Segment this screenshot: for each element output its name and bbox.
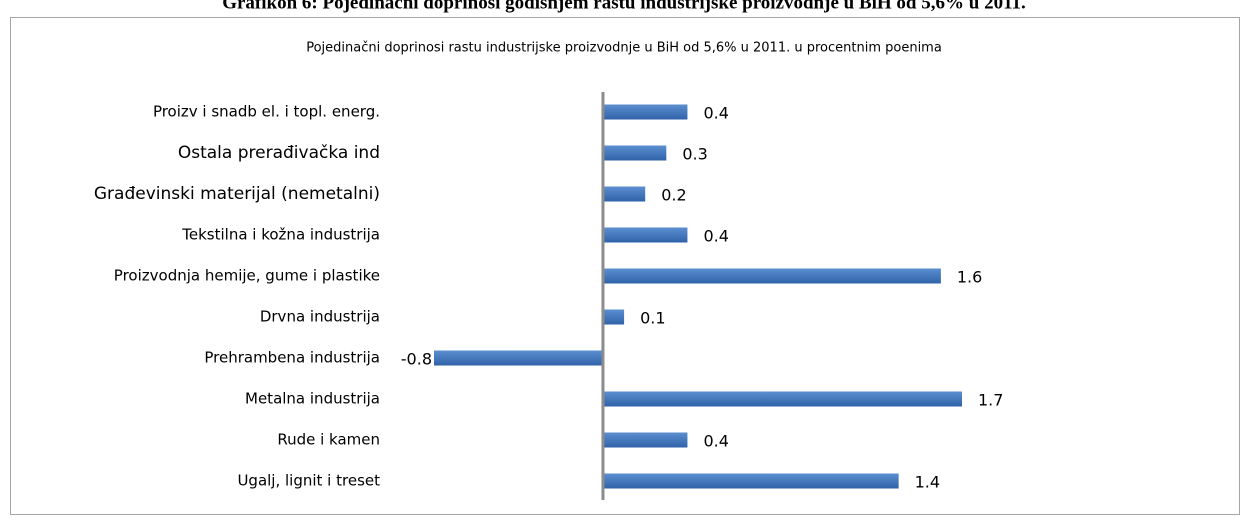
data-label: 1.6 xyxy=(957,268,982,287)
category-label: Ugalj, lignit i treset xyxy=(237,472,380,490)
data-label: 0.4 xyxy=(703,432,728,451)
bar xyxy=(602,473,899,489)
bar xyxy=(602,227,688,243)
data-label: 1.7 xyxy=(978,391,1003,410)
bar xyxy=(602,104,688,120)
category-label: Metalna industrija xyxy=(245,390,380,408)
bar xyxy=(602,309,625,325)
category-label: Proizv i snadb el. i topl. energ. xyxy=(153,103,380,121)
category-label: Rude i kamen xyxy=(277,431,380,449)
category-label: Ostala prerađivačka ind xyxy=(178,143,380,163)
plot-area: Proizv i snadb el. i topl. energ. 0.4 Osta… xyxy=(94,92,1003,500)
data-label: 0.4 xyxy=(703,104,728,123)
category-label: Drvna industrija xyxy=(260,308,380,326)
category-label: Prehrambena industrija xyxy=(204,349,380,367)
bar xyxy=(602,186,646,202)
bar xyxy=(602,432,688,448)
data-label: 0.4 xyxy=(703,227,728,246)
data-label: 0.3 xyxy=(682,145,707,164)
data-label: 1.4 xyxy=(915,473,940,492)
page-title: Grafikon 6: Pojedinačni doprinosi godišn… xyxy=(222,0,1026,13)
chart-title: Pojedinačni doprinosi rastu industrijske… xyxy=(306,41,942,56)
bar xyxy=(602,145,667,161)
category-label: Tekstilna i kožna industrija xyxy=(181,226,380,244)
data-label: -0.8 xyxy=(401,350,432,369)
chart-frame xyxy=(10,17,1240,515)
bar xyxy=(602,268,941,284)
bar xyxy=(602,391,962,407)
data-label: 0.1 xyxy=(640,309,665,328)
bar xyxy=(434,350,603,366)
category-label: Proizvodnja hemije, gume i plastike xyxy=(114,267,380,285)
data-label: 0.2 xyxy=(661,186,686,205)
category-label: Građevinski materijal (nemetalni) xyxy=(94,184,380,204)
